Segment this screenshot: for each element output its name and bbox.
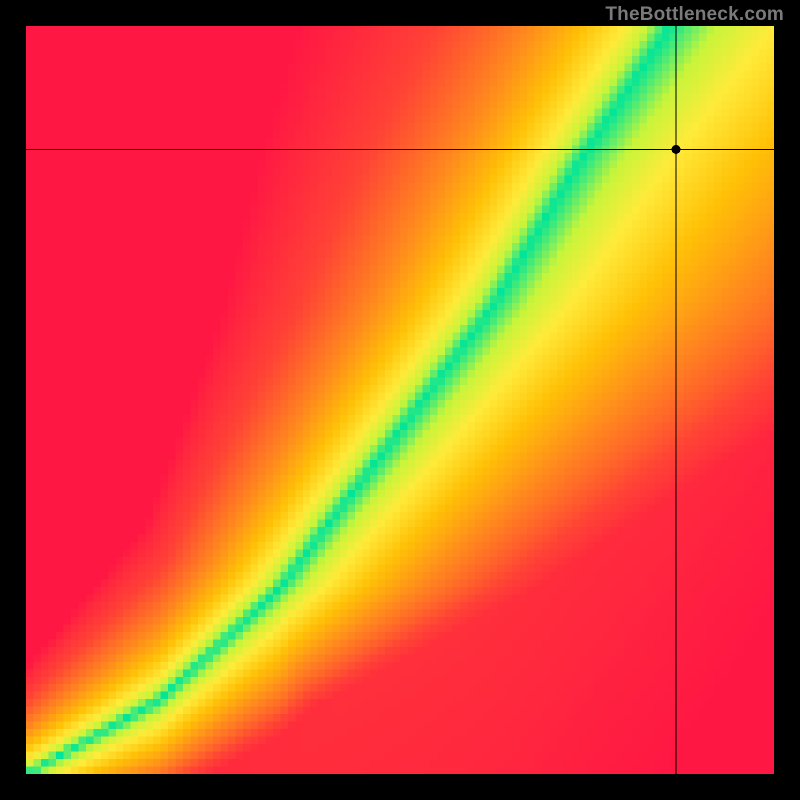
marker-point [672, 145, 681, 154]
heatmap-cells [26, 26, 774, 774]
heatmap-plot [26, 26, 774, 774]
watermark-text: TheBottleneck.com [605, 4, 784, 26]
